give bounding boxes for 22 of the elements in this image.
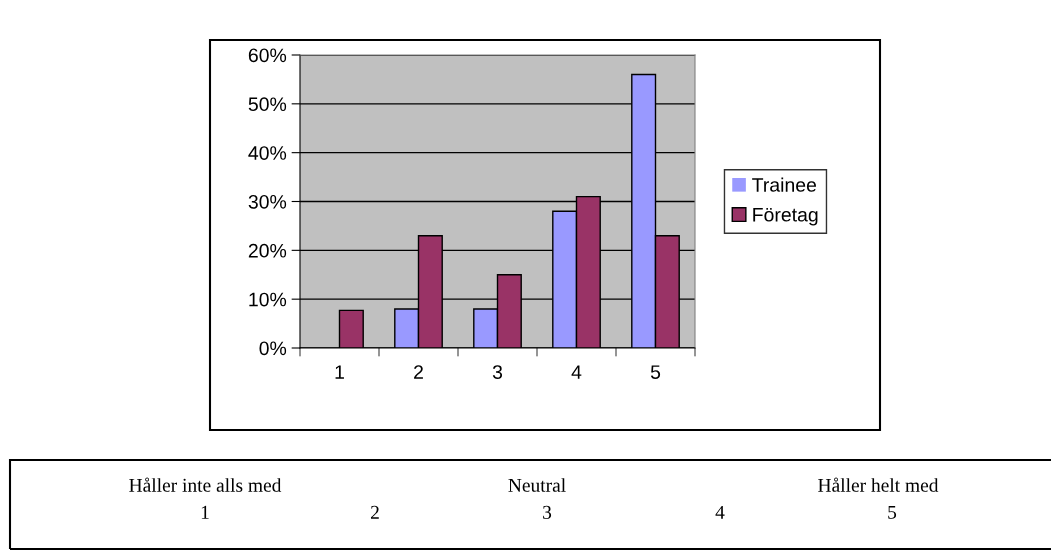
legend-label: Företag xyxy=(753,208,818,226)
x-tick-label: 2 xyxy=(414,365,423,379)
text: Neutral xyxy=(508,478,566,492)
x-tick-label: 3 xyxy=(492,365,503,379)
y-tick-label: 60% xyxy=(248,48,287,63)
text: Håller inte alls med xyxy=(129,477,282,492)
text: Håller helt med xyxy=(818,477,939,492)
legend-label: Trainee xyxy=(752,177,817,192)
text: 1 xyxy=(201,505,209,519)
text: 2 xyxy=(370,505,379,519)
x-tick-label: 5 xyxy=(650,365,661,379)
x-tick-label: 4 xyxy=(571,365,582,379)
text: 4 xyxy=(715,505,725,519)
y-tick-label: 50% xyxy=(248,97,287,112)
y-tick-label: 40% xyxy=(248,146,287,160)
y-tick-label: 10% xyxy=(249,292,287,307)
y-tick-label: 0% xyxy=(259,341,287,356)
y-tick-label: 30% xyxy=(248,194,287,209)
text: 5 xyxy=(888,505,897,519)
text: 3 xyxy=(543,505,552,519)
y-tick-label: 20% xyxy=(248,243,287,258)
x-tick-label: 1 xyxy=(335,365,344,379)
